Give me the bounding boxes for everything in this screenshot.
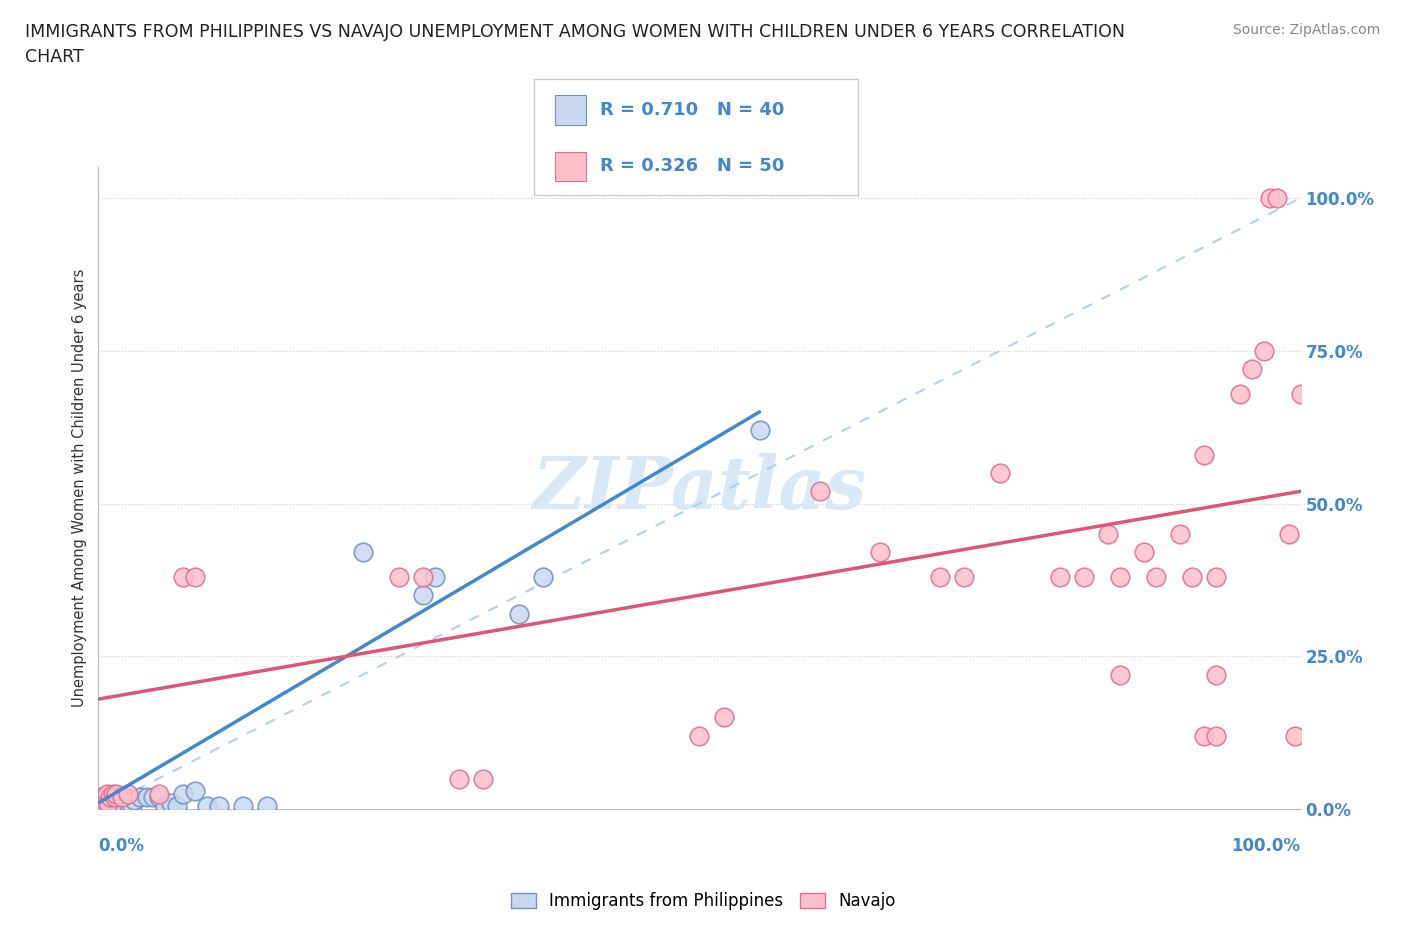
Point [1253,343,1275,358]
Point [166,799,188,814]
Point [100,797,122,812]
Point [1194,447,1216,462]
Point [1284,728,1306,743]
Point [183,569,205,584]
Point [96,795,118,810]
Legend: Immigrants from Philippines, Navajo: Immigrants from Philippines, Navajo [503,885,903,917]
Point [172,569,194,584]
Point [1049,569,1071,584]
Point [141,790,163,804]
Point [208,799,231,814]
Point [713,710,735,724]
Text: 0.0%: 0.0% [98,837,145,856]
Point [98,800,121,815]
Point [1109,667,1132,682]
Y-axis label: Unemployment Among Women with Children Under 6 years: Unemployment Among Women with Children U… [72,269,87,708]
Point [117,795,139,810]
Point [104,790,127,804]
Point [100,801,122,816]
Point [1170,526,1192,541]
Point [183,783,205,798]
Point [97,799,120,814]
Point [412,588,434,603]
Point [172,787,194,802]
Point [352,545,374,560]
Point [94,801,117,816]
Point [1133,545,1156,560]
Point [89,795,111,810]
Point [110,799,132,814]
Point [1289,386,1312,401]
Point [90,799,112,814]
Point [1205,728,1227,743]
Text: IMMIGRANTS FROM PHILIPPINES VS NAVAJO UNEMPLOYMENT AMONG WOMEN WITH CHILDREN UND: IMMIGRANTS FROM PHILIPPINES VS NAVAJO UN… [25,23,1125,66]
Point [689,728,711,743]
Point [91,800,114,815]
Point [928,569,950,584]
Point [1277,526,1299,541]
Point [96,787,118,802]
Point [91,799,114,814]
Point [1109,569,1132,584]
Point [135,790,157,804]
Text: R = 0.710   N = 40: R = 0.710 N = 40 [600,100,785,119]
Point [91,790,114,804]
Point [1229,386,1251,401]
Point [114,790,136,804]
Point [1265,191,1288,206]
Text: R = 0.326   N = 50: R = 0.326 N = 50 [600,157,785,176]
Point [111,799,134,814]
Point [1241,362,1264,377]
Point [1205,569,1227,584]
Point [124,792,146,807]
Point [531,569,554,584]
Text: ZIPatlas: ZIPatlas [533,453,866,524]
Point [108,795,131,810]
Point [159,795,181,810]
Point [1194,728,1216,743]
Point [748,423,770,438]
Point [94,790,117,804]
Point [89,799,111,814]
Point [1073,569,1095,584]
Point [869,545,891,560]
Point [1181,569,1204,584]
Text: Source: ZipAtlas.com: Source: ZipAtlas.com [1233,23,1381,37]
Point [1260,191,1282,206]
Point [117,787,139,802]
Point [232,799,254,814]
Point [153,799,176,814]
Point [1097,526,1119,541]
Point [105,790,128,804]
Point [97,795,120,810]
Text: 100.0%: 100.0% [1232,837,1301,856]
Point [256,799,278,814]
Point [91,797,114,812]
Point [93,792,115,807]
Point [101,787,124,802]
Point [105,787,128,802]
Point [121,799,143,814]
Point [195,799,218,814]
Point [111,790,134,804]
Point [148,787,170,802]
Point [953,569,976,584]
Point [988,466,1011,481]
Point [101,799,124,814]
Point [388,569,411,584]
Point [472,771,495,786]
Point [100,790,122,804]
Point [508,606,530,621]
Point [148,790,170,804]
Point [423,569,446,584]
Point [103,792,125,807]
Point [93,799,115,814]
Point [90,790,112,804]
Point [447,771,470,786]
Point [1205,667,1227,682]
Point [808,484,831,498]
Point [412,569,434,584]
Point [129,790,152,804]
Point [1144,569,1167,584]
